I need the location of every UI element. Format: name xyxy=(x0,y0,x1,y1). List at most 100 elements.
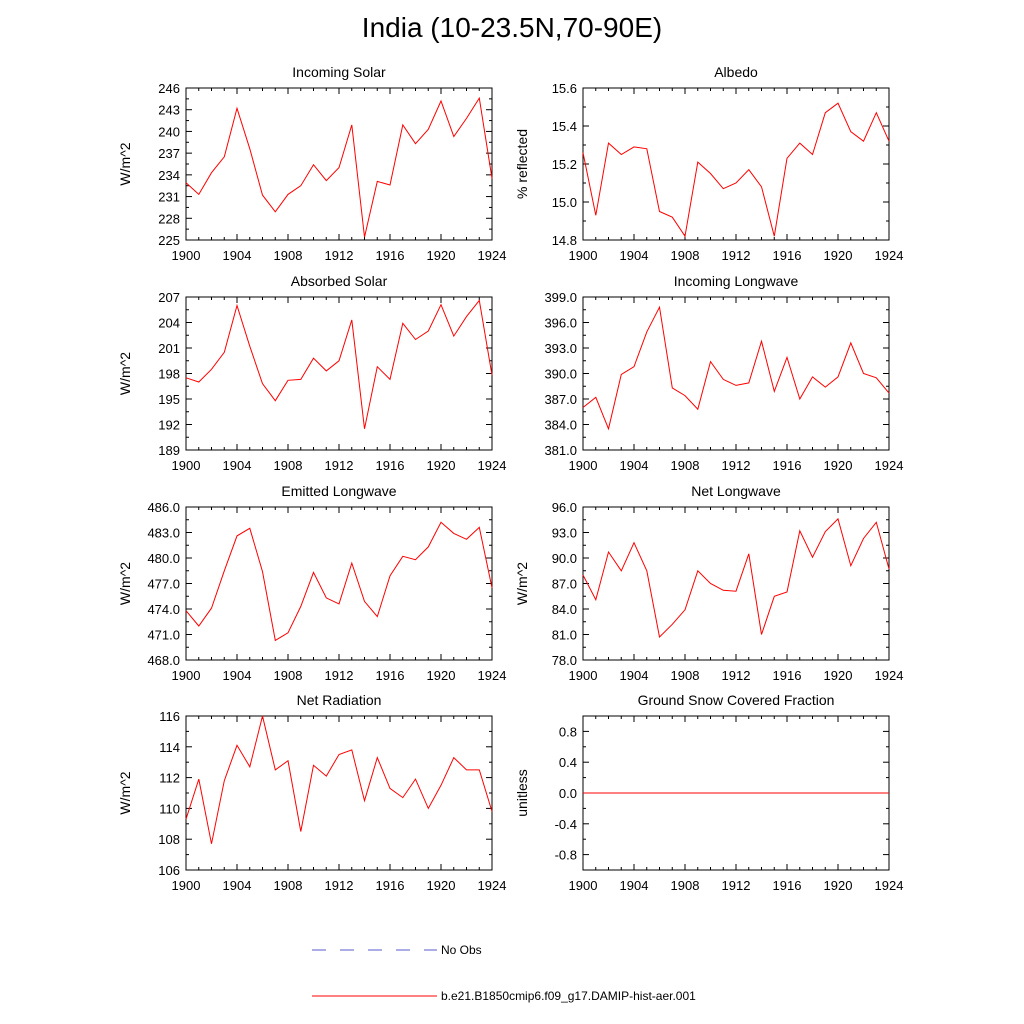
y-axis-label: % reflected xyxy=(514,129,530,199)
series-line xyxy=(185,96,493,238)
legend-model-label: b.e21.B1850cmip6.f09_g17.DAMIP-hist-aer.… xyxy=(441,989,696,1003)
panel-absorbed-solar: Absorbed Solar W/m^2 1900 1904 1908 1912 1916 1… xyxy=(117,273,506,473)
y-tick-label: 15.2 xyxy=(552,157,577,172)
x-tick-label: 1920 xyxy=(824,458,853,473)
y-tick-label: 483.0 xyxy=(147,526,180,541)
y-tick-label: 15.0 xyxy=(552,195,577,210)
y-tick-label: 112 xyxy=(159,771,180,786)
y-tick-label: 384.0 xyxy=(544,418,577,433)
y-tick-label: 396.0 xyxy=(544,316,577,331)
y-axis-label: W/m^2 xyxy=(117,352,133,395)
x-tick-label: 1916 xyxy=(376,458,405,473)
x-tick-label: 1916 xyxy=(773,668,802,683)
y-tick-label: 106 xyxy=(158,863,180,878)
y-tick-label: 234 xyxy=(158,168,180,183)
panel-net-longwave: Net Longwave W/m^2 1900 1904 1908 1912 1916 192… xyxy=(514,483,903,683)
plot-frame xyxy=(185,506,493,661)
y-tick-label: 114 xyxy=(159,740,180,755)
x-tick-label: 1924 xyxy=(875,458,904,473)
y-tick-label: 15.4 xyxy=(552,119,577,134)
x-tick-label: 1912 xyxy=(722,458,751,473)
x-tick-label: 1924 xyxy=(875,668,904,683)
x-tick-label: 1900 xyxy=(172,878,201,893)
y-tick-label: 225 xyxy=(158,233,180,248)
x-tick-label: 1908 xyxy=(274,668,303,683)
x-tick-label: 1904 xyxy=(223,668,252,683)
x-tick-label: 1916 xyxy=(773,458,802,473)
x-tick-label: 1908 xyxy=(274,878,303,893)
x-tick-label: 1920 xyxy=(427,458,456,473)
y-axis-label: unitless xyxy=(514,769,530,816)
panel-title: Ground Snow Covered Fraction xyxy=(638,692,835,708)
x-tick-label: 1912 xyxy=(722,878,751,893)
y-tick-label: 387.0 xyxy=(544,392,577,407)
x-tick-label: 1920 xyxy=(824,878,853,893)
y-tick-label: 0.4 xyxy=(559,755,577,770)
panel-title: Net Longwave xyxy=(691,483,781,499)
y-tick-label: 246 xyxy=(158,81,180,96)
plot-frame xyxy=(185,296,493,451)
panel-title: Incoming Longwave xyxy=(674,273,799,289)
y-tick-label: 240 xyxy=(158,124,180,139)
y-axis-label: W/m^2 xyxy=(117,142,133,185)
series-line xyxy=(185,521,493,642)
plot-frame xyxy=(185,715,493,871)
x-tick-label: 1908 xyxy=(671,458,700,473)
y-tick-label: -0.4 xyxy=(555,817,577,832)
legend: No Obs b.e21.B1850cmip6.f09_g17.DAMIP-hi… xyxy=(312,943,696,1003)
x-tick-label: 1904 xyxy=(223,248,252,263)
panel-ground-snow-covered-fraction: Ground Snow Covered Fraction unitless 1900… xyxy=(514,692,903,893)
y-tick-label: 96.0 xyxy=(552,500,577,515)
panel-net-radiation: Net Radiation W/m^2 1900 1904 1908 1912 1916 19… xyxy=(117,692,506,893)
x-tick-label: 1900 xyxy=(569,458,598,473)
y-tick-label: 87.0 xyxy=(552,577,577,592)
x-tick-label: 1900 xyxy=(569,668,598,683)
legend-obs-label: No Obs xyxy=(441,943,482,957)
series-line xyxy=(582,102,890,238)
y-tick-label: -0.8 xyxy=(555,848,577,863)
y-tick-label: 90.0 xyxy=(552,551,577,566)
x-tick-label: 1920 xyxy=(824,248,853,263)
x-tick-label: 1900 xyxy=(569,878,598,893)
x-tick-label: 1908 xyxy=(671,248,700,263)
y-tick-label: 237 xyxy=(158,146,180,161)
x-tick-label: 1920 xyxy=(427,248,456,263)
y-tick-label: 195 xyxy=(158,392,180,407)
x-tick-label: 1900 xyxy=(172,668,201,683)
y-tick-label: 474.0 xyxy=(147,602,180,617)
panel-emitted-longwave: Emitted Longwave W/m^2 1900 1904 1908 1912 191… xyxy=(117,483,506,683)
panel-title: Absorbed Solar xyxy=(291,273,388,289)
y-tick-label: 110 xyxy=(159,801,180,816)
y-tick-label: 390.0 xyxy=(544,367,577,382)
y-tick-label: 93.0 xyxy=(552,526,577,541)
x-tick-label: 1920 xyxy=(427,668,456,683)
x-tick-label: 1904 xyxy=(620,878,649,893)
y-tick-label: 84.0 xyxy=(552,602,577,617)
x-tick-label: 1924 xyxy=(478,668,507,683)
x-tick-label: 1912 xyxy=(722,668,751,683)
panel-title: Albedo xyxy=(714,64,758,80)
series-line xyxy=(185,715,493,844)
y-tick-label: 471.0 xyxy=(147,628,180,643)
x-tick-label: 1904 xyxy=(620,248,649,263)
y-tick-label: 189 xyxy=(158,443,180,458)
panel-title: Emitted Longwave xyxy=(281,483,396,499)
y-tick-label: 393.0 xyxy=(544,341,577,356)
y-tick-label: 15.6 xyxy=(552,81,577,96)
x-tick-label: 1900 xyxy=(569,248,598,263)
x-tick-label: 1904 xyxy=(223,458,252,473)
y-axis-label: W/m^2 xyxy=(117,562,133,605)
x-tick-label: 1904 xyxy=(620,668,649,683)
x-tick-label: 1912 xyxy=(325,458,354,473)
x-tick-label: 1924 xyxy=(478,458,507,473)
x-tick-label: 1900 xyxy=(172,248,201,263)
y-tick-label: 78.0 xyxy=(552,653,577,668)
y-tick-label: 116 xyxy=(159,709,180,724)
series-line xyxy=(185,299,493,429)
y-tick-label: 192 xyxy=(158,418,180,433)
x-tick-label: 1916 xyxy=(376,878,405,893)
y-axis-label: W/m^2 xyxy=(514,562,530,605)
plot-frame xyxy=(185,87,493,241)
x-tick-label: 1908 xyxy=(671,878,700,893)
